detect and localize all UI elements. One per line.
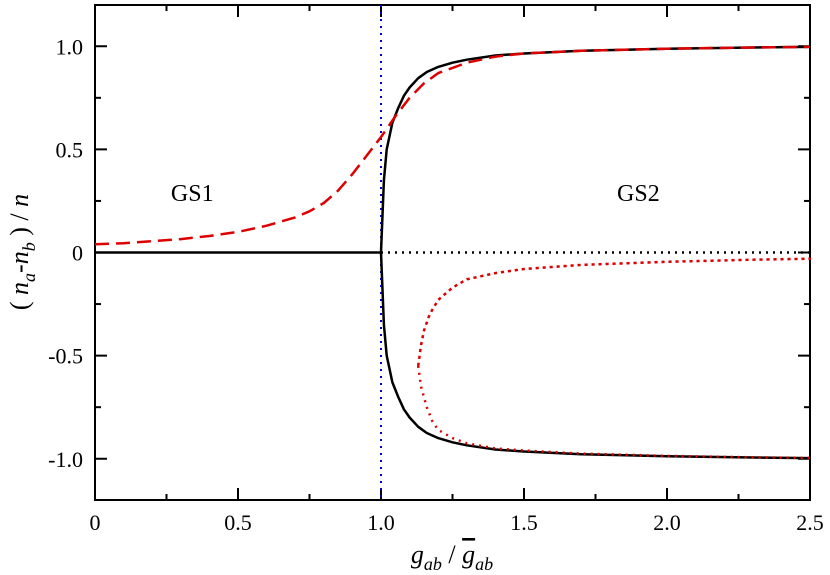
- y-axis-label-sub-a: a: [19, 273, 39, 282]
- x-tick-label: 0: [90, 510, 101, 535]
- y-axis-label-sub-b: b: [19, 242, 39, 251]
- y-axis-label: ( na-nb ) / n: [5, 194, 39, 310]
- region-label-gs1: GS1: [171, 181, 214, 207]
- solid-black-lower-line: [379, 252, 811, 460]
- tick-labels: 0 0.5 1.0 1.5 2.0 2.5 -1.0 -0.5 0 0.5 1.0: [48, 34, 824, 535]
- x-axis-label-gbar: g: [462, 540, 475, 569]
- dashed-red-line: [94, 45, 811, 246]
- x-tick-label: 1.0: [367, 510, 395, 535]
- y-tick-label: -1.0: [48, 447, 83, 472]
- y-tick-label: 0.5: [56, 137, 84, 162]
- y-tick-label: 1.0: [56, 34, 84, 59]
- y-tick-label: -0.5: [48, 344, 83, 369]
- x-tick-label: 2.5: [796, 510, 824, 535]
- x-axis-label: gab / gab: [411, 540, 493, 574]
- y-tick-label: 0: [72, 241, 83, 266]
- x-axis-label-sub-ab2: ab: [475, 554, 493, 574]
- y-axis-label-close: ) /: [5, 207, 34, 242]
- x-tick-label: 2.0: [653, 510, 681, 535]
- dotted-red-line: [416, 257, 812, 367]
- x-axis-label-g: g: [411, 540, 424, 569]
- y-axis-label-open: (: [5, 295, 34, 310]
- y-axis-label-minus: -n: [5, 251, 34, 273]
- x-tick-label: 0.5: [224, 510, 252, 535]
- x-axis-label-slash: /: [442, 540, 462, 569]
- y-axis-label-n1: n: [5, 282, 34, 295]
- solid-black-upper-line: [95, 45, 811, 254]
- series-group: [94, 45, 812, 460]
- y-axis-label-n2: n: [5, 194, 34, 207]
- x-axis-label-sub-ab: ab: [424, 554, 442, 574]
- annotations: GS1 GS2: [171, 181, 660, 207]
- x-tick-label: 1.5: [510, 510, 538, 535]
- region-label-gs2: GS2: [617, 181, 660, 207]
- dotted-red-lower-line: [416, 365, 811, 460]
